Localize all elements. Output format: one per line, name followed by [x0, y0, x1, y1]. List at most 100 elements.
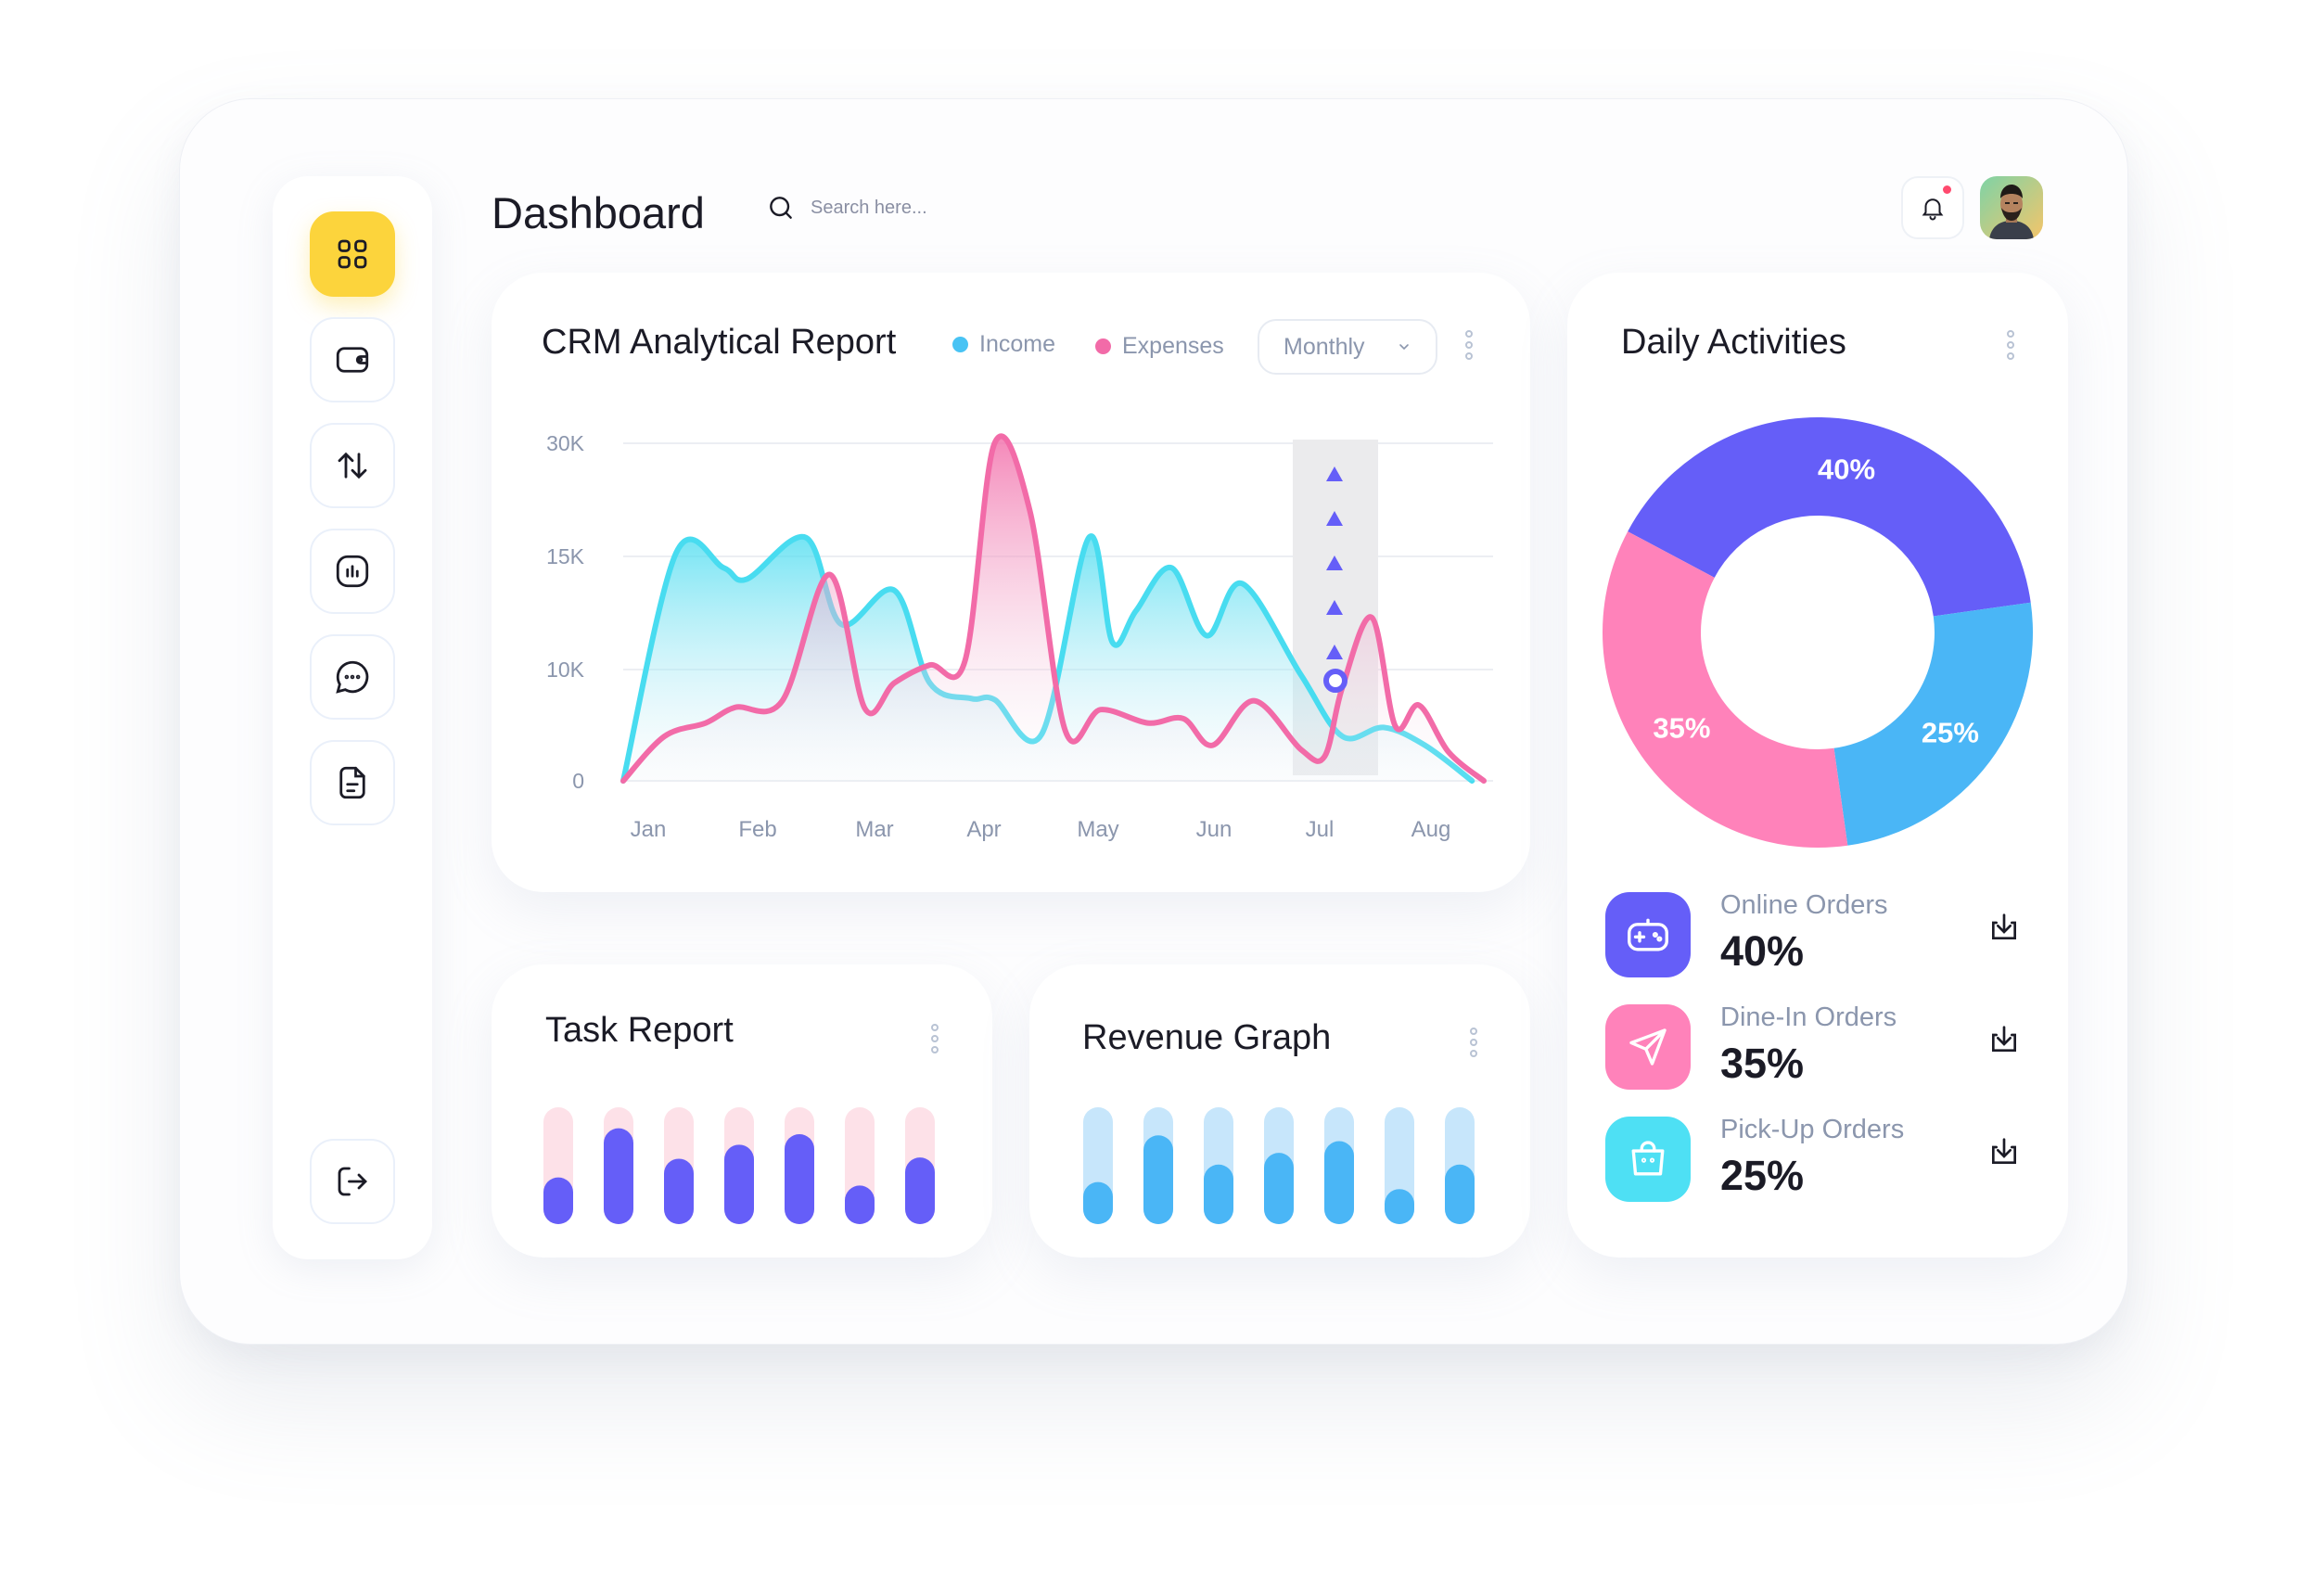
nav-dashboard-button[interactable]	[310, 211, 395, 297]
chevron-down-icon	[1399, 344, 1409, 351]
bag-icon	[1631, 1141, 1665, 1176]
y-tick-label: 30K	[546, 431, 585, 455]
nav-documents-button[interactable]	[310, 740, 395, 825]
chart-icon	[336, 555, 369, 588]
trend-up-arrow	[1326, 600, 1343, 615]
order-row-dine-in: Dine-In Orders 35%	[1605, 1002, 2041, 1090]
order-value: 25%	[1720, 1152, 1805, 1199]
donut-slice-label: 25%	[1922, 717, 1979, 749]
x-tick-label: Aug	[1411, 817, 1451, 842]
daily-more-button[interactable]	[2007, 330, 2016, 360]
crm-report-title: CRM Analytical Report	[542, 323, 897, 362]
chart-point-marker[interactable]	[1323, 669, 1347, 693]
bar[interactable]	[604, 1128, 633, 1224]
task-report-more-button[interactable]	[931, 1024, 940, 1053]
bar[interactable]	[724, 1144, 754, 1224]
bar[interactable]	[1204, 1164, 1233, 1224]
donut-slice-label: 35%	[1653, 712, 1710, 745]
crm-more-button[interactable]	[1465, 330, 1475, 360]
legend-income-label: Income	[979, 331, 1055, 357]
y-tick-label: 0	[572, 769, 584, 793]
revenue-graph-bars	[1083, 1107, 1475, 1224]
x-tick-label: Jun	[1196, 817, 1233, 842]
order-value: 40%	[1720, 927, 1805, 975]
download-icon[interactable]	[1986, 909, 2023, 946]
trend-up-arrow	[1326, 555, 1343, 570]
donut-slice[interactable]	[1603, 531, 1848, 848]
order-icon-tile	[1605, 892, 1691, 977]
daily-donut-chart: 40% 25% 35%	[1603, 417, 2033, 848]
bar[interactable]	[905, 1157, 935, 1224]
revenue-graph-title: Revenue Graph	[1082, 1018, 1332, 1057]
avatar[interactable]	[1980, 176, 2043, 239]
download-icon[interactable]	[1986, 1133, 2023, 1170]
x-tick-label: May	[1077, 817, 1118, 842]
x-tick-label: Jan	[631, 817, 667, 842]
notifications-button[interactable]	[1901, 176, 1964, 239]
logout-button[interactable]	[310, 1139, 395, 1224]
bar[interactable]	[1385, 1189, 1414, 1224]
y-tick-label: 15K	[546, 544, 585, 568]
donut-slice-label: 40%	[1818, 453, 1875, 486]
series-line	[620, 433, 1487, 784]
income-dot	[952, 337, 968, 352]
bar[interactable]	[543, 1177, 573, 1224]
bar[interactable]	[785, 1133, 814, 1224]
nav-analytics-button[interactable]	[310, 529, 395, 614]
task-report-title: Task Report	[545, 1011, 734, 1050]
task-report-bars	[543, 1107, 935, 1224]
nav-wallet-button[interactable]	[310, 317, 395, 402]
nav-transfer-button[interactable]	[310, 423, 395, 508]
page-title: Dashboard	[492, 188, 705, 237]
order-label: Pick-Up Orders	[1720, 1115, 1905, 1144]
bar[interactable]	[845, 1185, 875, 1224]
send-icon	[1629, 1028, 1667, 1066]
bar[interactable]	[664, 1158, 694, 1224]
notification-badge	[1943, 185, 1951, 194]
trend-up-arrow	[1326, 645, 1343, 659]
document-icon	[339, 766, 365, 799]
order-icon-tile	[1605, 1004, 1691, 1090]
trend-up-arrow	[1326, 511, 1343, 526]
series-area	[623, 436, 1484, 781]
transfer-icon	[338, 452, 367, 479]
crm-area-chart: 30K 15K 10K 0 Jan Feb Mar Apr May Jun Jul Aug	[546, 431, 1493, 842]
trend-up-arrow	[1326, 466, 1343, 481]
chat-icon	[336, 660, 369, 694]
x-tick-label: Mar	[855, 817, 893, 842]
x-tick-label: Apr	[966, 817, 1001, 842]
nav-messages-button[interactable]	[310, 634, 395, 720]
daily-activities-title: Daily Activities	[1621, 323, 1846, 362]
legend-expenses: Expenses	[1095, 333, 1224, 360]
donut-slice[interactable]	[1833, 602, 2033, 846]
expenses-dot	[1095, 338, 1111, 354]
bar[interactable]	[1083, 1181, 1113, 1224]
order-row-pick-up: Pick-Up Orders 25%	[1605, 1115, 2041, 1202]
legend-expenses-label: Expenses	[1122, 333, 1224, 359]
y-tick-label: 10K	[546, 658, 585, 682]
revenue-graph-more-button[interactable]	[1470, 1028, 1479, 1057]
bar[interactable]	[1264, 1153, 1294, 1224]
bar[interactable]	[1445, 1164, 1475, 1224]
period-select[interactable]: Monthly	[1258, 319, 1437, 375]
grid-icon	[338, 239, 367, 269]
order-icon-tile	[1605, 1117, 1691, 1202]
search-bar[interactable]	[766, 182, 1322, 234]
search-input[interactable]	[811, 197, 1163, 219]
donut-slice[interactable]	[1628, 417, 2031, 617]
gamepad-icon	[1628, 918, 1668, 951]
wallet-icon	[336, 347, 369, 373]
order-value: 35%	[1720, 1040, 1805, 1087]
legend-income: Income	[952, 331, 1055, 358]
order-label: Dine-In Orders	[1720, 1002, 1897, 1032]
period-select-value: Monthly	[1284, 333, 1365, 360]
bell-icon	[1922, 198, 1944, 221]
x-tick-label: Jul	[1306, 817, 1335, 842]
bar[interactable]	[1143, 1135, 1173, 1224]
order-label: Online Orders	[1720, 890, 1888, 920]
x-tick-label: Feb	[738, 817, 776, 842]
logout-icon	[338, 1167, 367, 1196]
bar[interactable]	[1324, 1141, 1354, 1224]
search-icon	[770, 197, 792, 219]
download-icon[interactable]	[1986, 1021, 2023, 1058]
